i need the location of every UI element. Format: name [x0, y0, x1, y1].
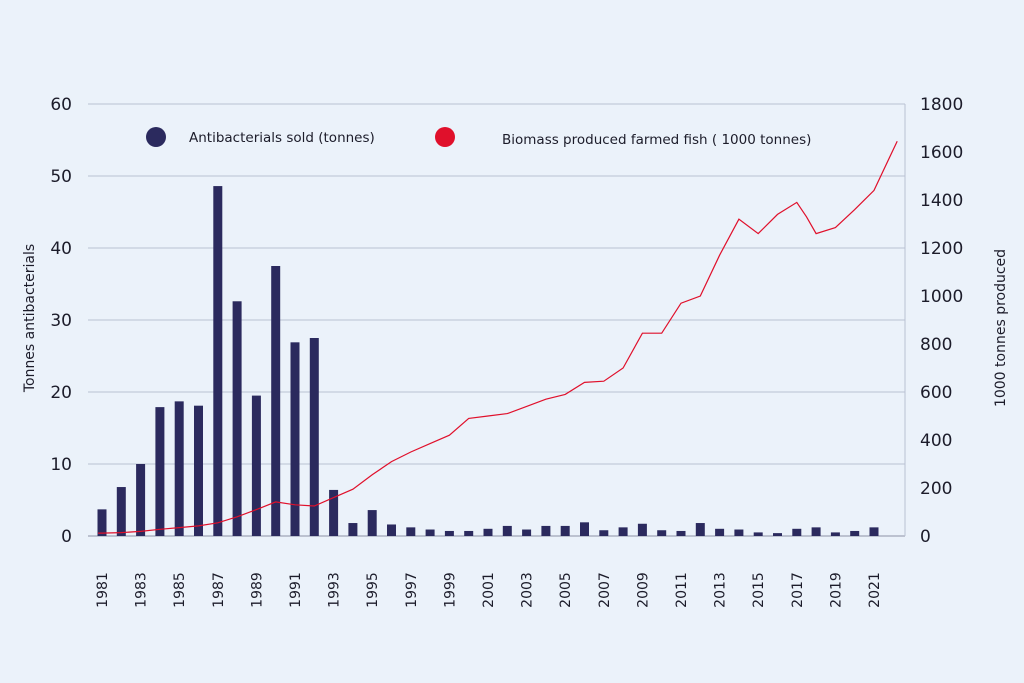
x-tick-label: 2011 — [674, 572, 690, 608]
bar — [348, 523, 358, 536]
y2-tick-label: 1200 — [920, 239, 963, 259]
bar — [290, 342, 300, 536]
y-tick-label: 20 — [50, 383, 72, 403]
y-tick-label: 40 — [50, 239, 72, 259]
bar — [599, 530, 609, 536]
y-tick-label: 0 — [61, 527, 72, 547]
x-tick-label: 2019 — [828, 572, 844, 608]
y2-axis-label: 1000 tonnes produced — [993, 249, 1009, 407]
y2-tick-label: 200 — [920, 479, 952, 499]
bar — [155, 407, 165, 536]
y2-tick-label: 400 — [920, 431, 952, 451]
y2-tick-label: 1400 — [920, 191, 963, 211]
biomass-line — [98, 140, 898, 534]
bar — [387, 524, 396, 536]
right-axis-ticks: 0 200 400 600 800 1000 1200 1400 1600 1800 — [920, 95, 963, 547]
x-tick-label: 1995 — [365, 572, 381, 608]
bar — [309, 338, 319, 536]
bar — [580, 522, 589, 536]
bar — [676, 530, 686, 536]
x-tick-label: 2009 — [635, 572, 651, 608]
x-tick-label: 1991 — [288, 572, 304, 608]
bar — [618, 527, 628, 536]
x-tick-label: 2005 — [558, 572, 574, 608]
bar — [753, 532, 763, 536]
bar — [715, 528, 725, 536]
bar — [194, 405, 203, 536]
x-tick-label: 1981 — [95, 572, 111, 608]
x-tick-label: 2021 — [867, 572, 883, 608]
x-axis-ticks: 1981 1983 1985 1987 1989 1991 1993 1995 1997 1999… — [95, 572, 883, 608]
x-tick-label: 2007 — [597, 572, 613, 608]
y2-tick-label: 600 — [920, 383, 952, 403]
x-tick-label: 1989 — [249, 572, 265, 608]
bar — [271, 266, 281, 536]
bar — [367, 510, 377, 536]
bar — [560, 525, 570, 536]
x-tick-label: 1997 — [404, 572, 420, 608]
bar — [174, 401, 184, 536]
x-tick-label: 2003 — [520, 572, 536, 608]
bar — [136, 464, 146, 536]
bar — [213, 186, 223, 536]
bar-series — [97, 186, 879, 536]
y2-tick-label: 1000 — [920, 287, 963, 307]
x-tick-label: 1983 — [134, 572, 150, 608]
y-tick-label: 30 — [50, 311, 72, 331]
x-tick-label: 1987 — [211, 572, 227, 608]
bar — [869, 527, 879, 536]
y-tick-label: 60 — [50, 95, 72, 115]
legend-antibacterials-label: Antibacterials sold (tonnes) — [189, 130, 375, 146]
legend-biomass-label: Biomass produced farmed fish ( 1000 tonn… — [502, 132, 811, 148]
bar — [637, 523, 647, 536]
bar — [830, 532, 840, 536]
y2-tick-label: 0 — [920, 527, 931, 547]
bar — [657, 530, 667, 536]
x-tick-label: 2001 — [481, 572, 497, 608]
x-tick-label: 1999 — [442, 572, 458, 608]
x-tick-label: 2013 — [713, 572, 729, 608]
legend-biomass-marker — [435, 127, 455, 147]
bar — [850, 530, 860, 536]
bar — [329, 489, 339, 536]
left-axis-ticks: 0 10 20 30 40 50 60 — [50, 95, 72, 547]
bar — [251, 395, 261, 536]
bar — [734, 529, 744, 536]
bar — [425, 529, 435, 536]
bar — [116, 487, 126, 536]
bar — [406, 527, 416, 536]
x-tick-label: 2017 — [790, 572, 806, 608]
bar — [97, 509, 107, 536]
legend: Antibacterials sold (tonnes) Biomass pro… — [146, 127, 811, 148]
bar — [773, 533, 782, 536]
bar — [444, 530, 454, 536]
legend-antibacterials-marker — [146, 127, 166, 147]
y2-tick-label: 1800 — [920, 95, 963, 115]
bar — [232, 301, 242, 536]
x-tick-label: 1993 — [327, 572, 343, 608]
y-tick-label: 50 — [50, 167, 72, 187]
bar — [792, 528, 802, 536]
y2-tick-label: 1600 — [920, 143, 963, 163]
bar — [464, 530, 474, 536]
x-tick-label: 2015 — [751, 572, 767, 608]
bar — [502, 525, 512, 536]
bar — [811, 527, 821, 536]
gridlines — [88, 103, 906, 537]
y2-tick-label: 800 — [920, 335, 952, 355]
bar — [541, 525, 551, 536]
bar — [483, 528, 493, 536]
y-axis-label: Tonnes antibacterials — [22, 244, 38, 393]
y-tick-label: 10 — [50, 455, 72, 475]
x-tick-label: 1985 — [172, 572, 188, 608]
bar — [695, 523, 705, 536]
bar — [522, 529, 532, 536]
